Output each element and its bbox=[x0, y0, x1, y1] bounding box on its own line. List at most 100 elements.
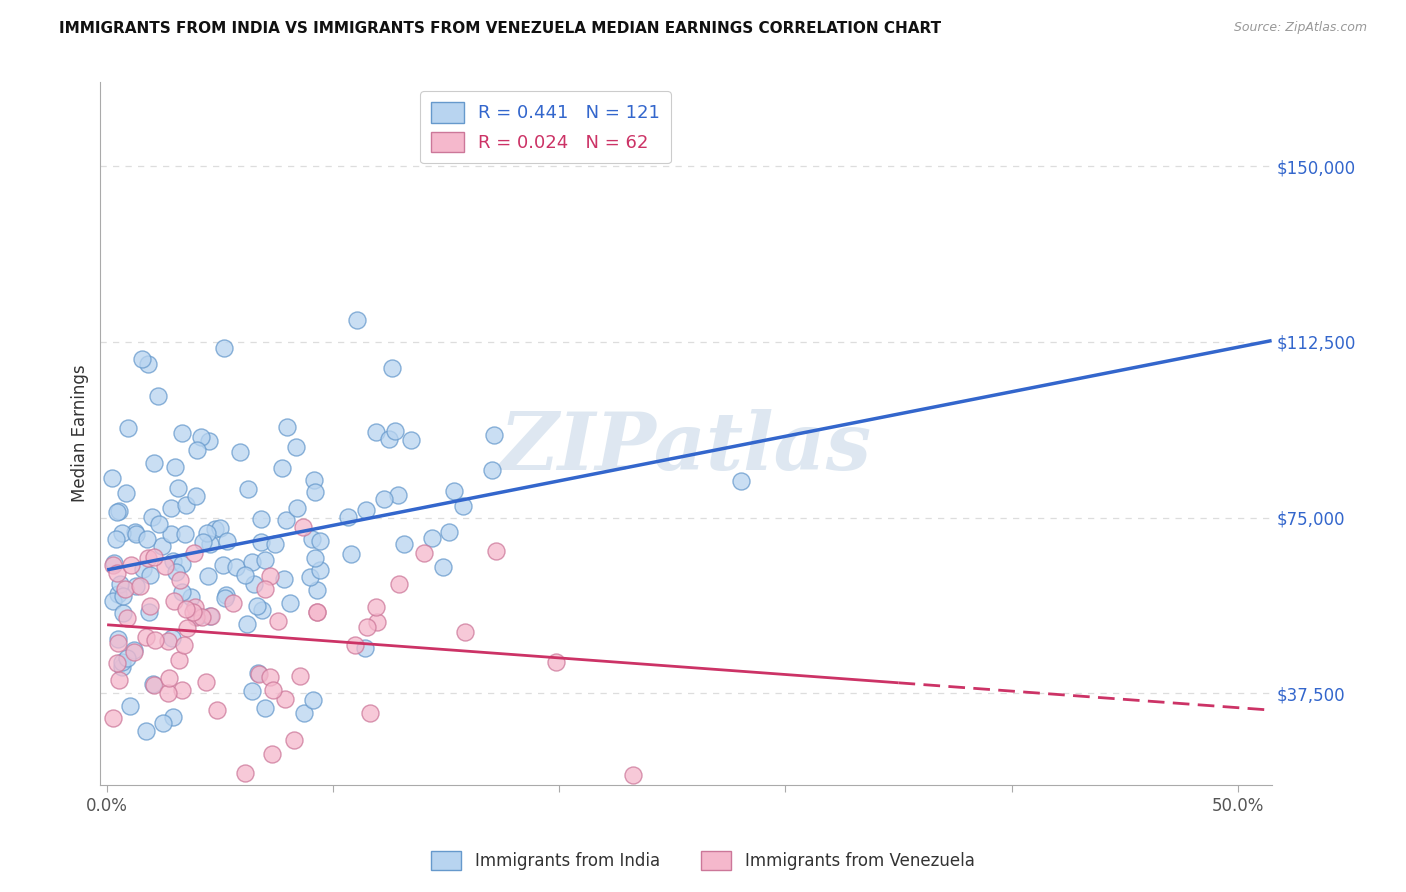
Point bbox=[214, 588, 236, 602]
Point bbox=[236, 617, 259, 632]
Point bbox=[117, 610, 139, 624]
Point bbox=[373, 491, 395, 506]
Point bbox=[198, 609, 221, 624]
Point bbox=[264, 536, 287, 550]
Point bbox=[155, 558, 177, 573]
Point bbox=[240, 556, 263, 570]
Point bbox=[107, 636, 129, 650]
Point bbox=[233, 766, 256, 780]
Point bbox=[101, 470, 124, 484]
Point bbox=[544, 655, 567, 669]
Point bbox=[443, 484, 465, 499]
Point bbox=[274, 692, 297, 706]
Point bbox=[101, 594, 124, 608]
Point bbox=[197, 525, 219, 540]
Point bbox=[163, 594, 186, 608]
Point bbox=[304, 550, 326, 565]
Point bbox=[454, 624, 477, 639]
Point bbox=[191, 610, 214, 624]
Point bbox=[143, 633, 166, 648]
Point bbox=[250, 534, 273, 549]
Point bbox=[115, 485, 138, 500]
Point bbox=[200, 608, 222, 623]
Point bbox=[124, 645, 146, 659]
Point bbox=[214, 591, 236, 605]
Point bbox=[139, 599, 162, 613]
Point bbox=[308, 533, 330, 548]
Point bbox=[197, 569, 219, 583]
Point bbox=[198, 434, 221, 448]
Point bbox=[135, 533, 157, 547]
Point bbox=[356, 620, 378, 634]
Point bbox=[128, 579, 150, 593]
Point bbox=[253, 582, 276, 597]
Point bbox=[184, 610, 207, 624]
Point bbox=[262, 683, 284, 698]
Point bbox=[191, 535, 214, 549]
Point bbox=[160, 501, 183, 516]
Point bbox=[160, 527, 183, 541]
Point bbox=[142, 678, 165, 692]
Point bbox=[208, 521, 231, 535]
Point bbox=[174, 526, 197, 541]
Point bbox=[136, 551, 159, 566]
Point bbox=[214, 341, 236, 355]
Point bbox=[108, 504, 131, 518]
Point bbox=[621, 768, 644, 782]
Point bbox=[339, 547, 361, 561]
Point bbox=[156, 634, 179, 648]
Point bbox=[107, 673, 129, 688]
Point bbox=[399, 433, 422, 447]
Point bbox=[180, 591, 202, 605]
Point bbox=[198, 537, 221, 551]
Point bbox=[194, 675, 217, 690]
Point bbox=[103, 556, 125, 570]
Point bbox=[142, 677, 165, 691]
Legend: Immigrants from India, Immigrants from Venezuela: Immigrants from India, Immigrants from V… bbox=[425, 844, 981, 877]
Point bbox=[115, 651, 138, 665]
Point bbox=[254, 553, 277, 567]
Point bbox=[172, 585, 194, 599]
Point bbox=[278, 596, 301, 610]
Point bbox=[181, 605, 204, 619]
Point bbox=[291, 520, 314, 534]
Point bbox=[184, 489, 207, 503]
Point bbox=[125, 579, 148, 593]
Point bbox=[172, 426, 194, 441]
Point bbox=[388, 577, 411, 591]
Point bbox=[276, 513, 298, 527]
Point bbox=[124, 642, 146, 657]
Point bbox=[359, 706, 381, 720]
Point bbox=[120, 698, 142, 713]
Point bbox=[250, 512, 273, 526]
Point bbox=[387, 488, 409, 502]
Point bbox=[233, 568, 256, 582]
Point bbox=[146, 389, 169, 403]
Text: ZIPatlas: ZIPatlas bbox=[501, 409, 872, 486]
Point bbox=[308, 563, 330, 577]
Point bbox=[135, 723, 157, 738]
Point bbox=[298, 570, 321, 584]
Point bbox=[103, 558, 125, 572]
Point bbox=[131, 351, 153, 366]
Point bbox=[104, 532, 127, 546]
Point bbox=[184, 599, 207, 614]
Point bbox=[160, 632, 183, 646]
Point bbox=[124, 524, 146, 539]
Point bbox=[225, 560, 247, 574]
Legend: R = 0.441   N = 121, R = 0.024   N = 62: R = 0.441 N = 121, R = 0.024 N = 62 bbox=[420, 91, 671, 163]
Point bbox=[236, 483, 259, 497]
Point bbox=[169, 573, 191, 587]
Point bbox=[170, 683, 193, 698]
Point bbox=[422, 531, 444, 545]
Point bbox=[451, 500, 474, 514]
Point bbox=[186, 442, 208, 457]
Point bbox=[157, 672, 180, 686]
Point bbox=[138, 605, 160, 619]
Point bbox=[305, 605, 328, 619]
Point bbox=[283, 732, 305, 747]
Point bbox=[165, 459, 187, 474]
Point bbox=[174, 499, 197, 513]
Point bbox=[285, 501, 308, 516]
Point bbox=[412, 545, 434, 559]
